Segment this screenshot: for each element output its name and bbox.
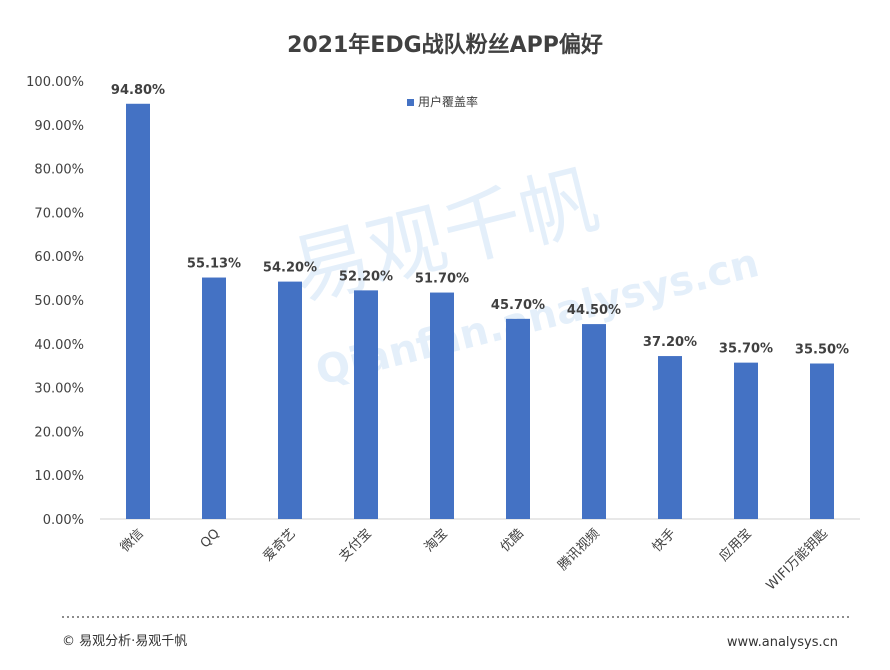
y-tick-label: 40.00% <box>34 338 84 353</box>
x-tick-label: 应用宝 <box>716 526 755 565</box>
data-label: 55.13% <box>187 257 241 272</box>
bar <box>126 103 150 519</box>
y-axis: 0.00% 10.00% 20.00% 30.00% 40.00% 50.00% 60.00… <box>26 75 84 528</box>
legend: 用户覆盖率 <box>407 94 478 109</box>
x-tick-label: 淘宝 <box>422 526 451 555</box>
y-tick-label: 100.00% <box>26 75 84 90</box>
x-tick-label: 爱奇艺 <box>260 526 299 565</box>
data-label: 35.50% <box>795 343 849 358</box>
x-axis: 微信 QQ 爱奇艺 支付宝 淘宝 优酷 腾讯视频 快手 应用宝 WIFI万能钥匙 <box>118 526 831 594</box>
data-label: 94.80% <box>111 83 165 98</box>
data-label: 54.20% <box>263 261 317 276</box>
bar <box>202 277 226 519</box>
data-label: 35.70% <box>719 342 773 357</box>
y-tick-label: 70.00% <box>34 206 84 221</box>
x-tick-label: 快手 <box>650 526 679 555</box>
footer-website: www.analysys.cn <box>726 635 838 650</box>
bar <box>506 318 530 519</box>
y-tick-label: 10.00% <box>34 469 84 484</box>
bar <box>430 292 454 519</box>
y-tick-label: 0.00% <box>43 513 84 528</box>
chart-title: 2021年EDG战队粉丝APP偏好 <box>287 32 603 58</box>
x-tick-label: WIFI万能钥匙 <box>764 526 831 593</box>
bar <box>658 356 682 519</box>
bar <box>582 324 606 519</box>
y-tick-label: 30.00% <box>34 382 84 397</box>
data-label: 44.50% <box>567 303 621 318</box>
data-label: 45.70% <box>491 298 545 313</box>
bar <box>354 290 378 519</box>
y-tick-label: 80.00% <box>34 163 84 178</box>
footer-copyright: © 易观分析·易观千帆 <box>62 634 188 649</box>
data-label: 52.20% <box>339 269 393 284</box>
x-tick-label: 微信 <box>118 526 147 555</box>
bars: 94.80% 55.13% 54.20% 52.20% 51.70% 45.70% 44.5… <box>111 83 849 519</box>
x-tick-label: 腾讯视频 <box>555 526 603 574</box>
x-tick-label: QQ <box>198 526 223 551</box>
legend-swatch <box>407 99 414 106</box>
bar <box>810 363 834 519</box>
bar <box>734 362 758 519</box>
data-label: 51.70% <box>415 272 469 287</box>
legend-label: 用户覆盖率 <box>418 94 478 109</box>
x-tick-label: 支付宝 <box>337 526 375 564</box>
bar <box>278 281 302 519</box>
y-tick-label: 20.00% <box>34 425 84 440</box>
y-tick-label: 50.00% <box>34 294 84 309</box>
y-tick-label: 60.00% <box>34 250 84 265</box>
x-tick-label: 优酷 <box>498 526 527 555</box>
data-label: 37.20% <box>643 335 697 350</box>
y-tick-label: 90.00% <box>34 119 84 134</box>
